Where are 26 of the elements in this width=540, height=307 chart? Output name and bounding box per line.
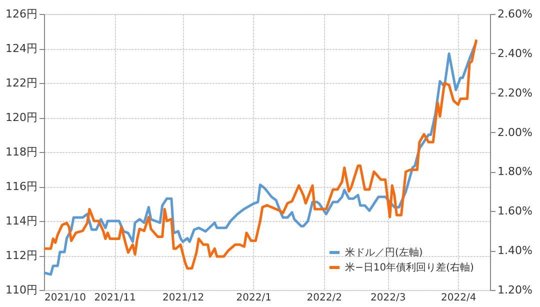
x-tick-label: 2021/12: [162, 292, 204, 304]
y2-tick-label: 1.40%: [498, 244, 532, 258]
y2-tick-label: 1.60%: [498, 204, 532, 218]
y-tick-label: 114円: [6, 214, 38, 228]
y-tick-label: 120円: [6, 111, 38, 124]
y-tick-label: 118円: [6, 146, 38, 158]
y-tick-label: 110円: [6, 284, 38, 296]
legend-label: 米−日10年債利回り差(右軸): [345, 262, 474, 274]
y2-tick-label: 2.60%: [498, 8, 532, 20]
x-tick-label: 2022/4: [441, 292, 476, 304]
x-tick-label: 2022/2: [306, 292, 342, 304]
y2-tick-label: 2.00%: [498, 126, 532, 139]
y-tick-label: 124円: [6, 42, 38, 55]
y-tick-label: 126円: [6, 8, 38, 20]
y2-tick-label: 1.20%: [498, 284, 532, 296]
y-tick-label: 112円: [6, 249, 38, 262]
x-tick-label: 2022/1: [236, 292, 272, 304]
y2-tick-label: 1.80%: [498, 165, 532, 178]
y2-tick-label: 2.40%: [498, 46, 532, 60]
x-tick-label: 2021/10: [44, 292, 86, 304]
legend-label: 米ドル／円(左軸): [345, 246, 423, 258]
x-tick-label: 2022/3: [370, 292, 406, 304]
y-tick-label: 116円: [6, 180, 38, 193]
y2-tick-label: 2.20%: [498, 86, 532, 100]
x-tick-label: 2021/11: [94, 292, 136, 304]
y-tick-label: 122円: [6, 76, 38, 90]
